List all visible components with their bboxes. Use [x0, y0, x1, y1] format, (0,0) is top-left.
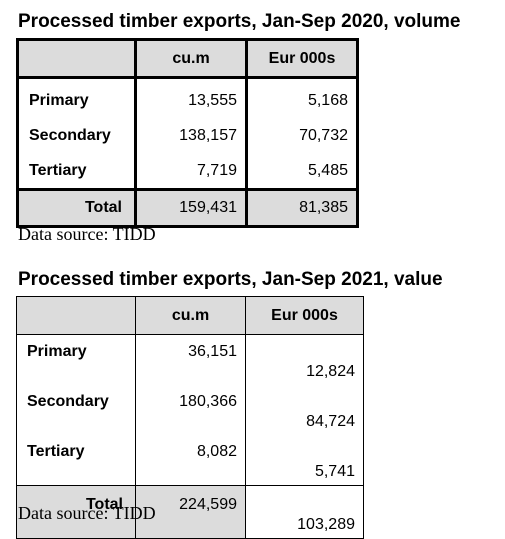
row-eur: 5,485	[245, 153, 358, 190]
row-label: Tertiary	[27, 443, 85, 460]
row-eur: 12,824	[245, 334, 364, 385]
row-eur: 70,732	[245, 118, 358, 153]
row-eur: 5,741	[245, 435, 364, 486]
table-row: Secondary 180,366 84,724	[17, 385, 364, 435]
header-cum: cu.m	[135, 296, 246, 335]
row-cum: 36,151	[135, 334, 246, 385]
table-2-source: Data source: TIDD	[18, 503, 156, 523]
table-row: Primary 36,151 12,824	[17, 334, 364, 385]
table-row: Tertiary 8,082 5,741	[17, 435, 364, 486]
table-total-row: Total 159,431 81,385	[17, 188, 358, 227]
header-eur: Eur 000s	[245, 296, 364, 335]
row-cum: 180,366	[135, 385, 246, 435]
table-row: Secondary 138,157 70,732	[18, 118, 358, 153]
row-label: Secondary	[27, 393, 109, 410]
row-label: Tertiary	[29, 161, 87, 179]
header-eur: Eur 000s	[245, 39, 358, 79]
row-eur: 5,168	[245, 77, 358, 118]
row-cum: 13,555	[134, 77, 247, 118]
table-row: Tertiary 7,719 5,485	[18, 153, 358, 190]
row-label: Secondary	[29, 126, 111, 144]
total-cum: 224,599	[135, 485, 246, 539]
row-cum: 8,082	[135, 435, 246, 486]
total-cum: 159,431	[134, 188, 247, 227]
table-2020-volume: cu.m Eur 000s Primary 13,555 5,168 Secon…	[16, 38, 359, 228]
row-cum: 7,719	[134, 153, 247, 190]
table-header-row: cu.m Eur 000s	[16, 296, 364, 335]
row-label: Primary	[27, 343, 87, 360]
header-blank-cell	[17, 39, 136, 79]
table-header-row: cu.m Eur 000s	[17, 39, 358, 79]
row-cum: 138,157	[134, 118, 247, 153]
table-1-source: Data source: TIDD	[18, 224, 156, 244]
table-2021-value: cu.m Eur 000s Primary 36,151 12,824 Seco…	[16, 296, 364, 539]
total-label: Total	[17, 188, 136, 227]
row-label: Primary	[29, 91, 89, 109]
table-total-row: Total 224,599 103,289	[16, 485, 364, 539]
table-row: Primary 13,555 5,168	[18, 77, 358, 118]
table-1-title: Processed timber exports, Jan-Sep 2020, …	[18, 11, 461, 32]
table-2-title: Processed timber exports, Jan-Sep 2021, …	[18, 269, 443, 290]
total-label: Total	[16, 485, 136, 539]
header-cum: cu.m	[134, 39, 247, 79]
total-eur: 103,289	[245, 485, 364, 539]
header-blank-cell	[16, 296, 136, 335]
row-eur: 84,724	[245, 385, 364, 435]
total-eur: 81,385	[245, 188, 358, 227]
